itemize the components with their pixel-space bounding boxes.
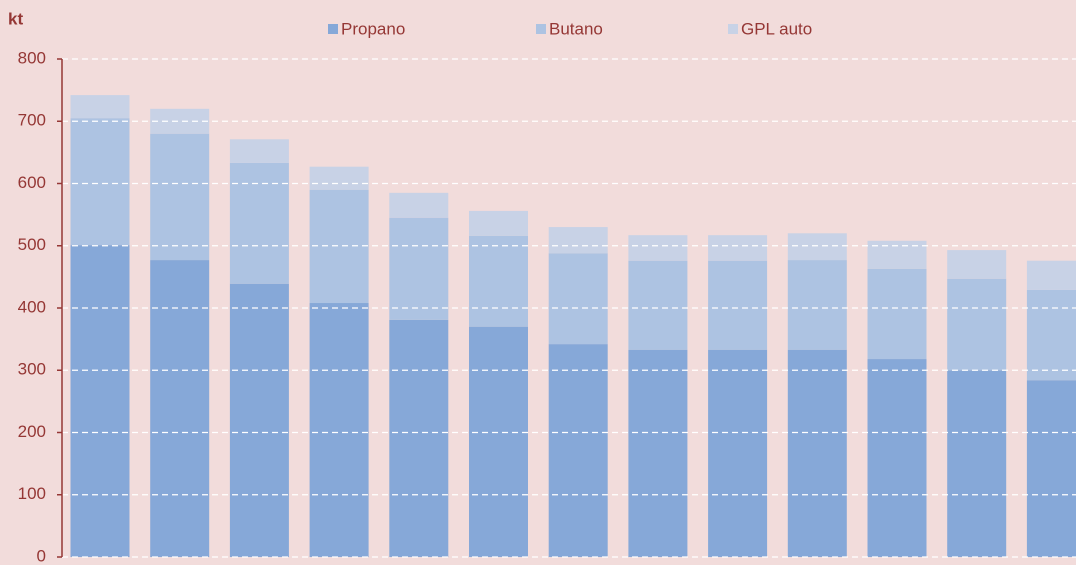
bar-segment [867,268,927,360]
bar-segment [1026,260,1076,290]
bar-segment [947,370,1007,557]
bar-segment [628,260,688,350]
bar-segment [309,303,369,557]
bar-segment [787,233,847,261]
bar-segment [947,278,1007,371]
y-tick-label: 0 [37,546,46,565]
bar-segment [70,118,130,246]
y-axis-label: kt [8,9,23,28]
bar-segment [787,260,847,350]
bar-segment [70,95,130,119]
legend-swatch [536,24,546,34]
bar-segment [628,235,688,261]
y-tick-label: 800 [18,48,46,67]
bar-segment [70,245,130,557]
bar-segment [469,210,528,236]
y-tick-label: 200 [18,422,46,441]
bar-segment [708,235,768,261]
legend-swatch [328,24,338,34]
y-tick-label: 100 [18,484,46,503]
bar-segment [867,359,927,557]
bar-segment [548,227,608,254]
legend-swatch [728,24,738,34]
bar-segment [150,108,210,134]
bar-segment [469,235,528,327]
bar-segment [389,319,449,557]
bar-segment [389,217,449,320]
bar-segment [947,250,1007,279]
bar-segment [787,349,847,557]
legend-label: Propano [341,19,405,38]
bar-segment [150,133,210,261]
y-tick-label: 500 [18,235,46,254]
legend-label: Butano [549,19,603,38]
y-tick-label: 400 [18,297,46,316]
bar-segment [389,192,449,218]
bar-segment [548,344,608,557]
y-tick-label: 700 [18,111,46,130]
bar-segment [229,139,289,163]
bar-segment [309,189,369,304]
bar-segment [708,260,768,350]
y-tick-label: 600 [18,173,46,192]
bar-segment [229,162,289,284]
bar-segment [708,349,768,557]
bar-segment [1026,289,1076,381]
bar-segment [309,166,369,190]
bar-segment [548,253,608,345]
legend-label: GPL auto [741,19,812,38]
bar-segment [1026,380,1076,557]
bar-segment [469,326,528,557]
bar-segment [150,260,210,557]
bar-segment [628,349,688,557]
bar-segment [229,283,289,557]
bar-segment [867,240,927,269]
y-tick-label: 300 [18,360,46,379]
